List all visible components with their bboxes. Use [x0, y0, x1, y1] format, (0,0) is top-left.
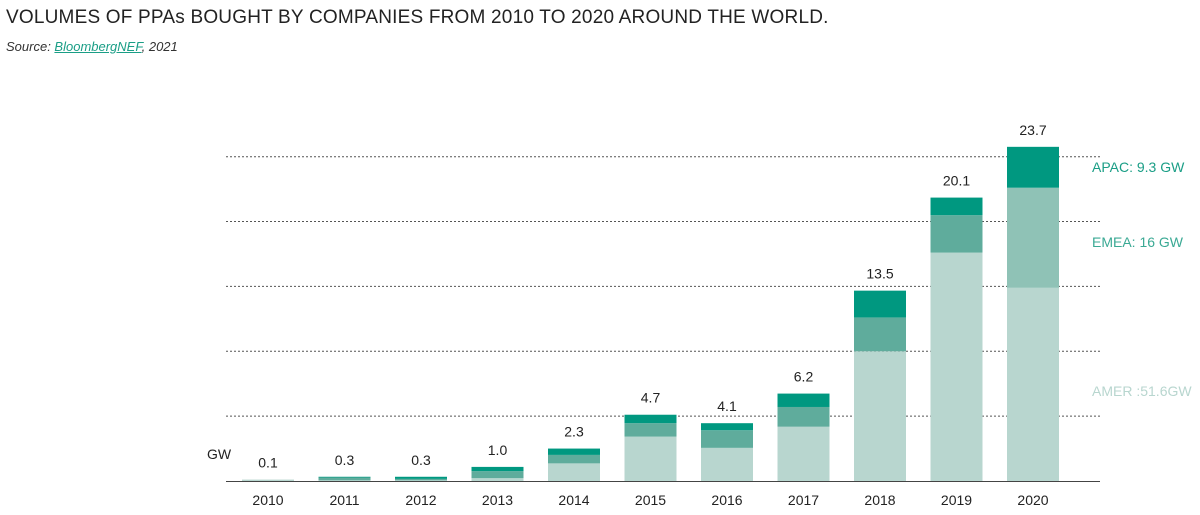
x-tick-label-2020: 2020 — [1017, 492, 1048, 508]
bar-segment-apac-2011 — [318, 476, 371, 478]
chart-title: VOLUMES OF PPAs BOUGHT BY COMPANIES FROM… — [6, 7, 829, 28]
bar-segment-emea-2019 — [930, 215, 983, 253]
bars — [242, 146, 1059, 481]
bar-segment-emea-2012 — [395, 478, 447, 481]
bar-segment-apac-2014 — [548, 448, 600, 455]
x-tick-label-2015: 2015 — [635, 492, 666, 508]
x-tick-label-2019: 2019 — [941, 492, 972, 508]
total-label-2014: 2.3 — [564, 424, 584, 440]
bar-segment-apac-2016 — [701, 423, 753, 431]
bar-segment-apac-2015 — [624, 414, 677, 424]
bar-segment-apac-2018 — [854, 290, 906, 318]
x-tick-label-2011: 2011 — [329, 492, 359, 508]
bar-segment-emea-2016 — [701, 430, 753, 448]
total-label-2012: 0.3 — [411, 452, 431, 468]
total-label-2015: 4.7 — [641, 390, 661, 406]
region-label-0: APAC: 9.3 GW — [1092, 159, 1185, 175]
bar-segment-emea-2018 — [854, 317, 906, 352]
bar-segment-amer-2010 — [242, 479, 294, 481]
total-label-2017: 6.2 — [794, 369, 814, 385]
x-tick-label-2010: 2010 — [252, 492, 283, 508]
source-link[interactable]: BloombergNEF — [54, 39, 142, 54]
x-tick-label-2012: 2012 — [405, 492, 436, 508]
bar-segment-amer-2016 — [701, 447, 753, 481]
bar-segment-amer-2017 — [777, 426, 830, 481]
bar-segment-emea-2020 — [1007, 187, 1059, 288]
region-label-1: EMEA: 16 GW — [1092, 234, 1184, 250]
bar-segment-emea-2014 — [548, 454, 600, 464]
bar-segment-apac-2012 — [395, 476, 447, 479]
total-label-2011: 0.3 — [335, 452, 355, 468]
x-tick-label-2016: 2016 — [711, 492, 742, 508]
bar-segment-apac-2013 — [471, 466, 524, 472]
bar-segment-amer-2012 — [395, 480, 447, 481]
unit-label: GW — [207, 446, 232, 462]
value-labels: 0.1 0.3 0.3 1.0 2.3 4.7 4.1 6.2 13.5 20.1 23.7 — [258, 122, 1047, 471]
source-line: Source: BloombergNEF, 2021 — [6, 39, 178, 54]
x-tick-label-2013: 2013 — [482, 492, 513, 508]
region-label-2: AMER :51.6GW — [1092, 383, 1192, 399]
total-label-2013: 1.0 — [488, 442, 508, 458]
bar-segment-amer-2019 — [930, 252, 983, 481]
bar-segment-amer-2011 — [318, 480, 371, 481]
source-suffix: , 2021 — [141, 39, 178, 54]
bar-segment-amer-2018 — [854, 351, 906, 481]
total-label-2016: 4.1 — [717, 398, 737, 414]
x-tick-label-2018: 2018 — [864, 492, 895, 508]
bar-segment-amer-2013 — [471, 478, 524, 481]
bar-segment-emea-2011 — [318, 477, 371, 481]
total-label-2018: 13.5 — [866, 266, 893, 282]
total-label-2020: 23.7 — [1019, 122, 1046, 138]
x-axis-labels: 2010 2011 2012 2013 2014 2015 2016 2017 2018 2019… — [252, 492, 1048, 508]
x-tick-label-2017: 2017 — [788, 492, 819, 508]
region-labels: APAC: 9.3 GW EMEA: 16 GW AMER :51.6GW — [1092, 159, 1192, 399]
bar-segment-emea-2017 — [777, 406, 830, 427]
bar-segment-apac-2020 — [1007, 146, 1059, 188]
bar-segment-emea-2015 — [624, 423, 677, 437]
bar-segment-apac-2019 — [930, 197, 983, 216]
bar-segment-amer-2015 — [624, 436, 677, 481]
bar-segment-amer-2020 — [1007, 287, 1059, 481]
source-prefix: Source: — [6, 39, 55, 54]
x-tick-label-2014: 2014 — [558, 492, 589, 508]
bar-segment-apac-2017 — [777, 393, 830, 407]
bar-segment-amer-2014 — [548, 463, 600, 481]
total-label-2019: 20.1 — [943, 173, 970, 189]
bar-segment-emea-2013 — [471, 471, 524, 479]
total-label-2010: 0.1 — [258, 455, 278, 471]
